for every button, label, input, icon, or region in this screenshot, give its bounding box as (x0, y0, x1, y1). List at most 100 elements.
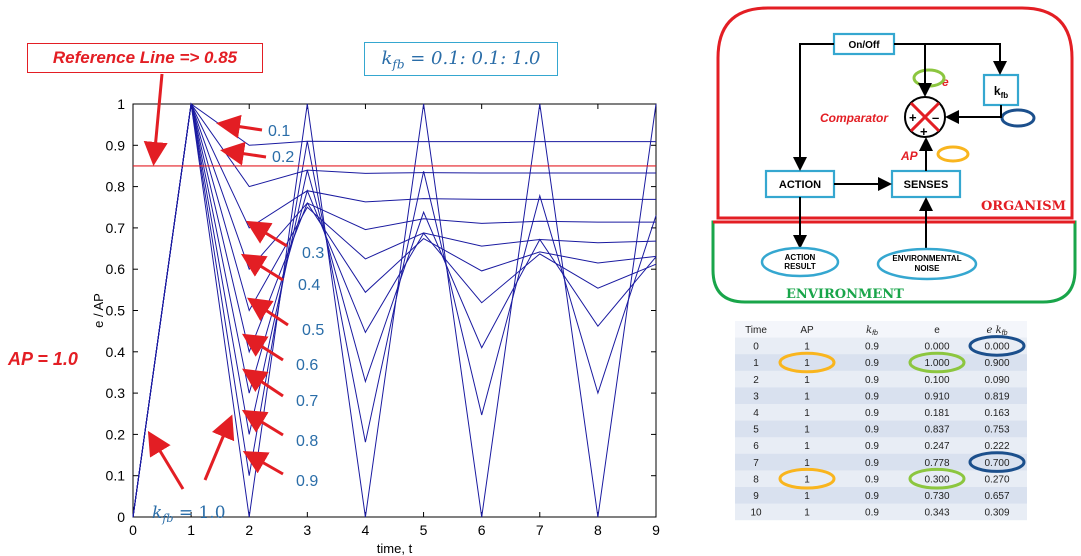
series-label-arrow (245, 220, 288, 248)
y-tick-label: 1 (117, 96, 125, 112)
x-tick-label: 5 (420, 522, 428, 538)
table-cell: 10 (750, 508, 762, 519)
ap-diagram-label: AP (900, 149, 919, 163)
table-cell: 1 (804, 408, 810, 419)
kfb-range-box: kfb = 0.1: 0.1: 1.0 (364, 42, 558, 76)
series-label: 0.2 (272, 149, 294, 166)
on-off-box-label: On/Off (848, 40, 880, 51)
series-line-0.6 (132, 103, 657, 518)
table-cell: 0.700 (984, 458, 1009, 469)
table-cell: 0 (753, 342, 759, 353)
table-cell: 0.270 (984, 474, 1009, 485)
y-tick-label: 0.4 (106, 344, 126, 360)
table-header: Time (745, 325, 767, 336)
ap-label: AP = 1.0 (8, 349, 78, 369)
y-tick-label: 0 (117, 509, 125, 525)
green-oval (912, 68, 946, 88)
series-line-0.8 (132, 103, 657, 518)
reference-arrow (143, 73, 168, 166)
yellow-oval (936, 145, 970, 163)
table-cell: 0.300 (924, 474, 949, 485)
table-cell: 0.900 (984, 358, 1009, 369)
table-cell: 0.000 (984, 342, 1009, 353)
series-label: 0.7 (296, 393, 318, 410)
x-tick-label: 9 (652, 522, 660, 538)
table-cell: 5 (753, 425, 759, 436)
table-cell: 0.163 (984, 408, 1009, 419)
table-cell: 0.819 (984, 391, 1009, 402)
x-tick-label: 0 (129, 522, 137, 538)
series-label-arrow (240, 253, 284, 282)
x-axis-label: time, t (377, 541, 413, 556)
series-line-0.5 (132, 103, 657, 518)
table-cell: 0.9 (865, 358, 879, 369)
table-row-band (735, 420, 1027, 438)
table-cell: 1 (804, 375, 810, 386)
series-line-0.7 (132, 103, 657, 518)
table-row-band (735, 354, 1027, 371)
series-line-0.4 (132, 103, 656, 518)
table-cell: 1 (804, 391, 810, 402)
series-line-1.0 (132, 103, 657, 518)
table-cell: 1 (804, 358, 810, 369)
table-cell: 0.9 (865, 458, 879, 469)
comparator-plus-left: + (909, 110, 917, 125)
table-cell: 0.309 (984, 508, 1009, 519)
table-cell: 0.837 (924, 425, 949, 436)
highlight-e-t8 (908, 467, 966, 490)
series-label-arrow (242, 368, 284, 398)
table-cell: 0.9 (865, 474, 879, 485)
table-cell: 0.9 (865, 391, 879, 402)
kfb-arrow-left (147, 430, 185, 490)
y-tick-label: 0.7 (106, 220, 126, 236)
series-label-arrow (247, 297, 289, 327)
table-cell: 3 (753, 391, 759, 402)
table-cell: 1.000 (924, 358, 949, 369)
action-result-line1: ACTION (785, 253, 816, 262)
highlight-ekfb-t0 (968, 335, 1026, 357)
y-tick-label: 0.3 (106, 385, 126, 401)
navy-oval (1000, 108, 1036, 128)
environment-label: ENVIRONMENT (786, 287, 904, 302)
e-label: e (942, 75, 949, 89)
comparator-cross-b (909, 101, 941, 133)
series-label: 0.8 (296, 433, 318, 450)
table-cell: 2 (753, 375, 759, 386)
table-cell: 1 (804, 425, 810, 436)
series-label: 0.1 (268, 123, 290, 140)
table-header: e kfb (987, 325, 1008, 337)
table-cell: 0.910 (924, 391, 949, 402)
table-cell: 1 (804, 508, 810, 519)
table-cell: 0.9 (865, 491, 879, 502)
table-cell: 1 (804, 342, 810, 353)
env-noise-line2: NOISE (915, 264, 941, 273)
table-header: e (934, 325, 940, 336)
series-label-arrow (241, 409, 284, 437)
table-cell: 9 (753, 491, 759, 502)
table-cell: 0.9 (865, 408, 879, 419)
table-cell: 0.778 (924, 458, 949, 469)
table-cell: 0.657 (984, 491, 1009, 502)
comparator-plus-bottom: + (920, 124, 928, 139)
series-line-0.9 (132, 103, 657, 518)
table-cell: 0.100 (924, 375, 949, 386)
environment-boundary (711, 220, 1077, 304)
comparator-minus: – (932, 110, 939, 125)
action-box-label: ACTION (779, 179, 821, 191)
y-tick-label: 0.6 (106, 261, 126, 277)
x-tick-label: 3 (303, 522, 311, 538)
x-tick-label: 7 (536, 522, 544, 538)
kfb-arrow-right (203, 414, 235, 481)
table-cell: 6 (753, 441, 759, 452)
arrow-kfb-comparator (945, 105, 1002, 124)
highlight-ap-t8 (778, 467, 836, 490)
series-label-arrow (216, 114, 263, 139)
table-cell: 0.222 (984, 441, 1009, 452)
table-cell: 1 (804, 441, 810, 452)
table-header: AP (800, 325, 814, 336)
arrow-onoff-kfb (894, 43, 1007, 75)
series-label: 0.9 (296, 473, 318, 490)
series-label: 0.4 (298, 277, 320, 294)
